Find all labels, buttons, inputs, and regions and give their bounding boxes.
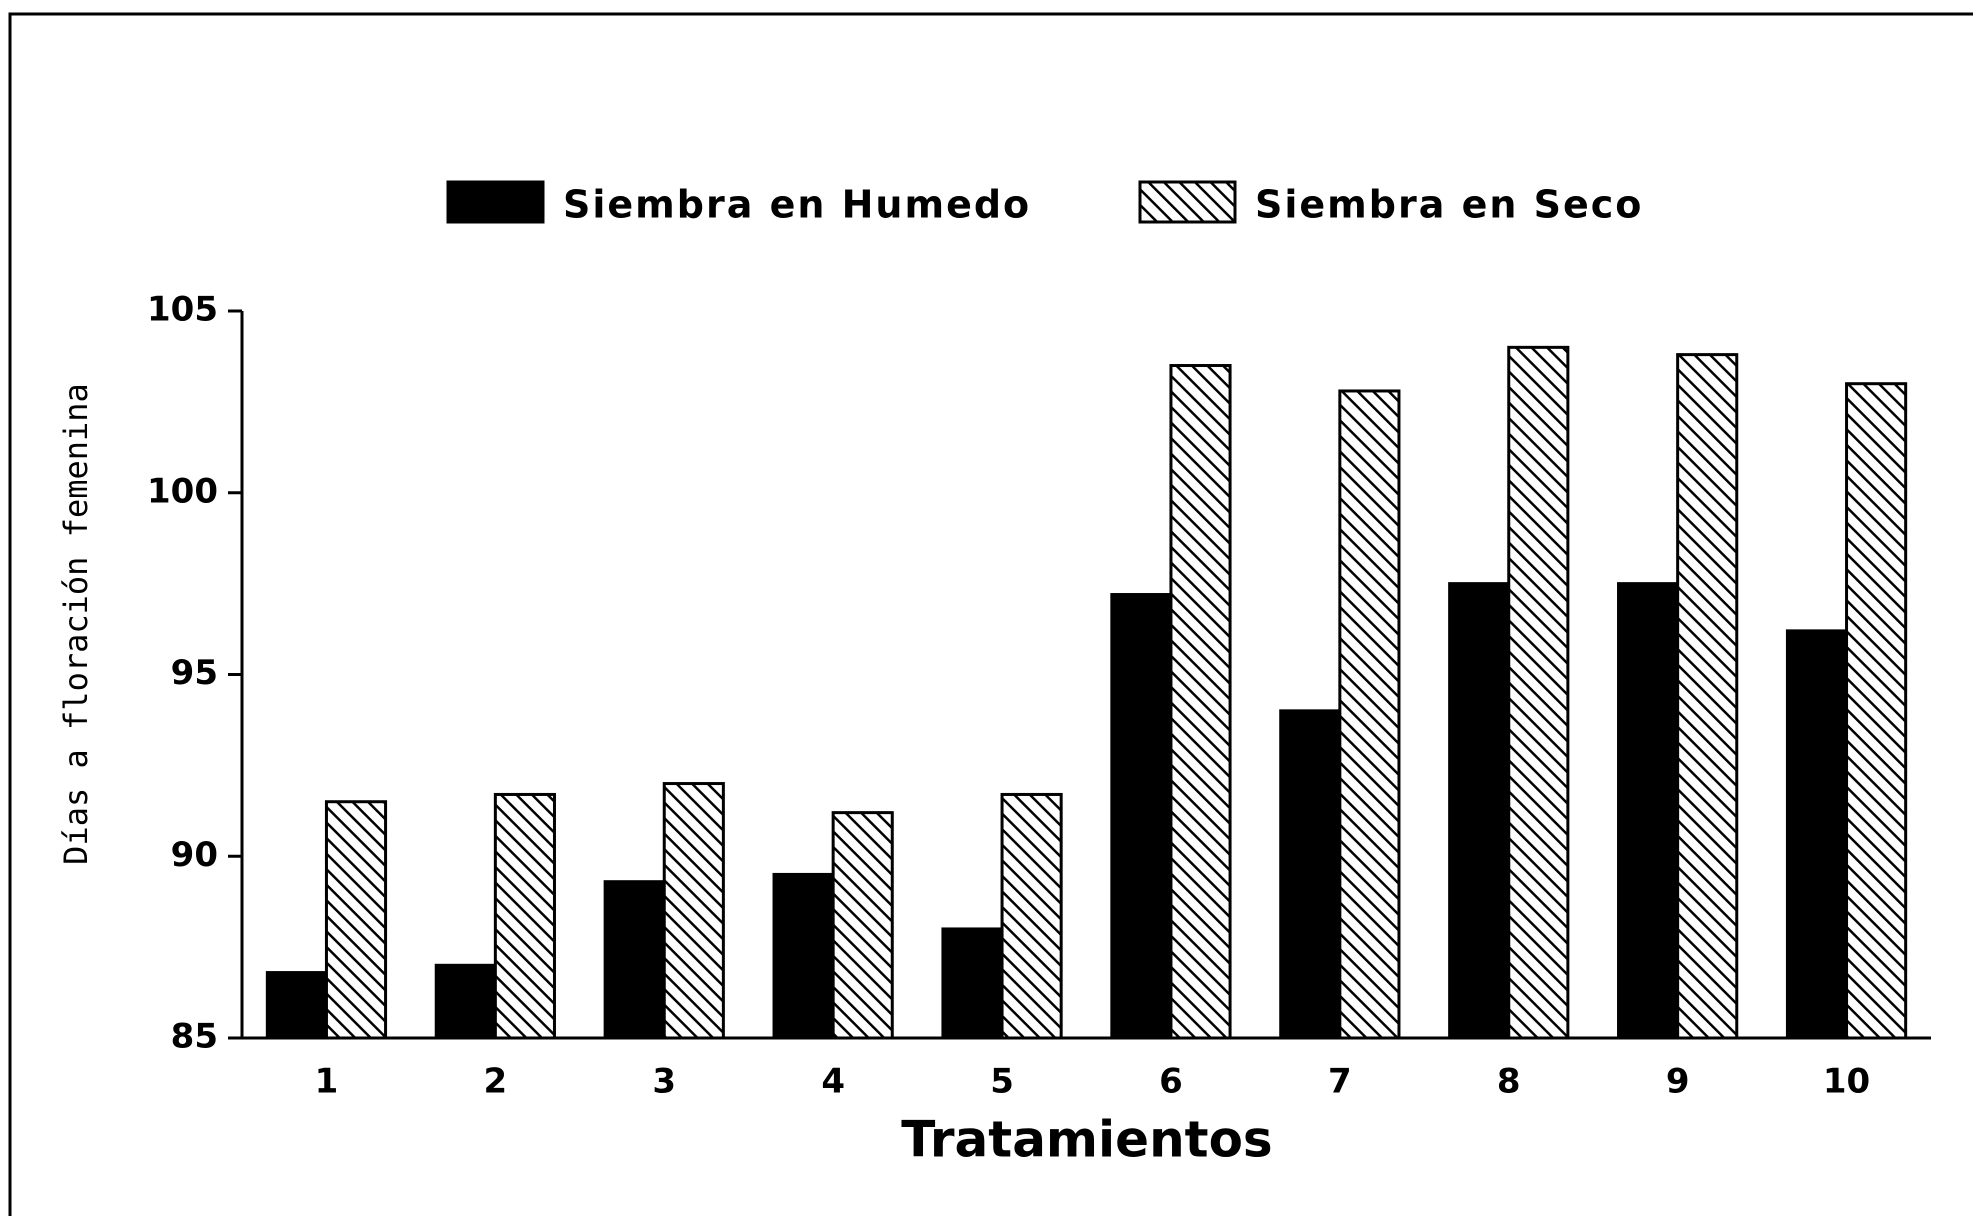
x-tick-label: 6 <box>1159 1062 1183 1102</box>
bar <box>1448 582 1511 1040</box>
y-tick-label: 90 <box>171 835 218 875</box>
y-axis-label: Días a floración femenina <box>57 383 95 865</box>
y-tick-label: 100 <box>147 471 218 511</box>
legend-swatch <box>446 180 545 224</box>
bar <box>1676 353 1739 1040</box>
bar <box>1169 364 1232 1040</box>
y-tick-label: 95 <box>171 653 218 693</box>
bar <box>662 782 725 1040</box>
frame <box>8 12 1973 1216</box>
bar <box>772 872 835 1040</box>
legend-label: Siembra en Seco <box>1255 183 1643 227</box>
x-tick-label: 1 <box>315 1062 339 1102</box>
x-axis-label: Tratamientos <box>901 1111 1272 1169</box>
x-tick-label: 7 <box>1328 1062 1352 1102</box>
x-tick-label: 10 <box>1823 1062 1870 1102</box>
x-tick-label: 5 <box>990 1062 1014 1102</box>
bar <box>1110 593 1173 1040</box>
bar <box>603 880 666 1040</box>
bar <box>831 811 894 1040</box>
y-tick-label: 105 <box>147 290 218 330</box>
x-tick-label: 9 <box>1666 1062 1690 1102</box>
x-tick-label: 8 <box>1497 1062 1521 1102</box>
legend-label: Siembra en Humedo <box>563 183 1031 227</box>
bar <box>1338 389 1401 1040</box>
bar <box>265 971 328 1040</box>
bar <box>1617 582 1680 1040</box>
y-tick-label: 85 <box>171 1017 218 1057</box>
x-tick-label: 2 <box>484 1062 508 1102</box>
bar <box>493 792 556 1040</box>
bar <box>1507 345 1570 1040</box>
bar <box>1279 709 1342 1040</box>
bar <box>941 927 1004 1040</box>
bar <box>324 800 388 1040</box>
bar <box>1845 382 1908 1040</box>
bar <box>1785 629 1849 1040</box>
x-tick-label: 4 <box>821 1062 845 1102</box>
bar <box>434 963 497 1040</box>
x-tick-label: 3 <box>652 1062 676 1102</box>
bar <box>1000 792 1063 1040</box>
legend-swatch <box>1138 180 1237 224</box>
